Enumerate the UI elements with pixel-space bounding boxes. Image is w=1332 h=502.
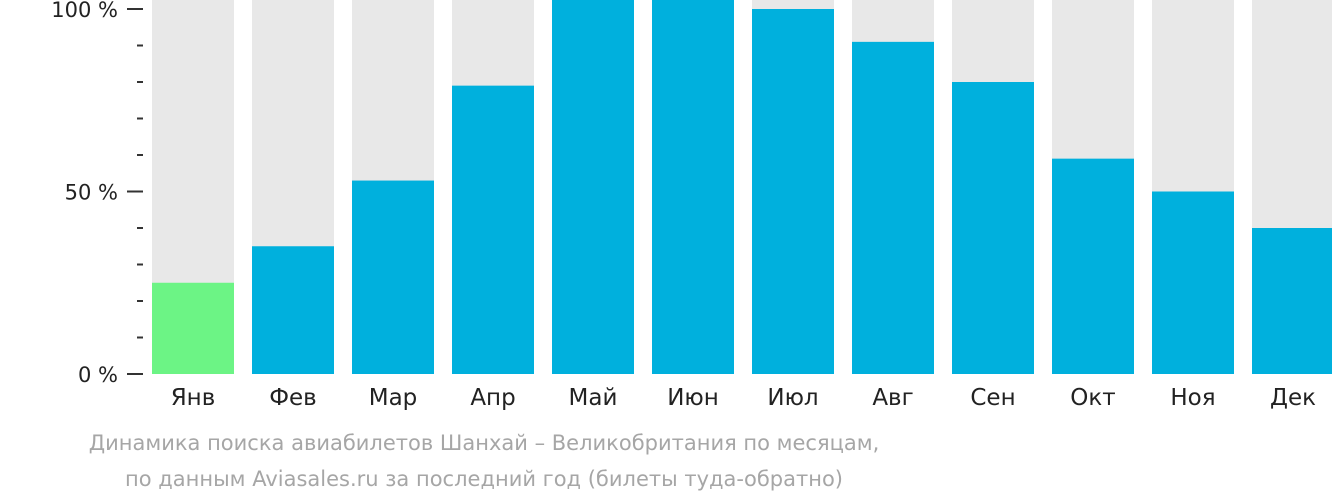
x-tick-label-6: Июн bbox=[667, 385, 719, 411]
x-tick-label-12: Дек bbox=[1270, 385, 1316, 411]
bar-5[interactable] bbox=[552, 0, 634, 374]
bar-8[interactable] bbox=[852, 41, 934, 374]
x-tick-label-9: Сен bbox=[970, 385, 1015, 411]
bar-12[interactable] bbox=[1252, 228, 1332, 374]
x-tick-label-1: Янв bbox=[171, 385, 216, 411]
y-tick-label-3: 100 % bbox=[51, 0, 118, 22]
bar-chart: 0 % 50 % 100 % Янв Фев Мар Апр Май Июн Июл Авг Сен… bbox=[51, 0, 1332, 411]
x-tick-label-11: Ноя bbox=[1170, 385, 1215, 411]
x-tick-label-7: Июл bbox=[767, 385, 818, 411]
y-axis: 0 % 50 % 100 % bbox=[51, 0, 143, 387]
x-tick-label-4: Апр bbox=[470, 385, 515, 411]
x-tick-label-3: Мар bbox=[369, 385, 418, 411]
bar-6[interactable] bbox=[652, 0, 734, 374]
bar-9[interactable] bbox=[952, 82, 1034, 374]
x-tick-label-8: Авг bbox=[872, 385, 913, 411]
x-axis-labels: Янв Фев Мар Апр Май Июн Июл Авг Сен Окт Ноя Дек bbox=[171, 385, 1316, 411]
y-tick-label-2: 50 % bbox=[65, 181, 118, 205]
bar-10[interactable] bbox=[1052, 158, 1134, 374]
x-tick-label-5: Май bbox=[569, 385, 618, 411]
x-tick-label-10: Окт bbox=[1070, 385, 1115, 411]
bar-2[interactable] bbox=[252, 246, 334, 374]
x-tick-label-2: Фев bbox=[269, 385, 317, 411]
y-tick-label-1: 0 % bbox=[78, 363, 118, 387]
chart-caption-line-1: Динамика поиска авиабилетов Шанхай – Вел… bbox=[88, 431, 880, 455]
bar-1[interactable] bbox=[152, 282, 234, 374]
bar-4[interactable] bbox=[452, 85, 534, 375]
bar-3[interactable] bbox=[352, 180, 434, 374]
bar-7[interactable] bbox=[752, 9, 834, 374]
chart-caption-line-2: по данным Aviasales.ru за последний год … bbox=[125, 467, 843, 491]
value-bars bbox=[152, 0, 1332, 375]
bar-11[interactable] bbox=[1152, 191, 1234, 375]
